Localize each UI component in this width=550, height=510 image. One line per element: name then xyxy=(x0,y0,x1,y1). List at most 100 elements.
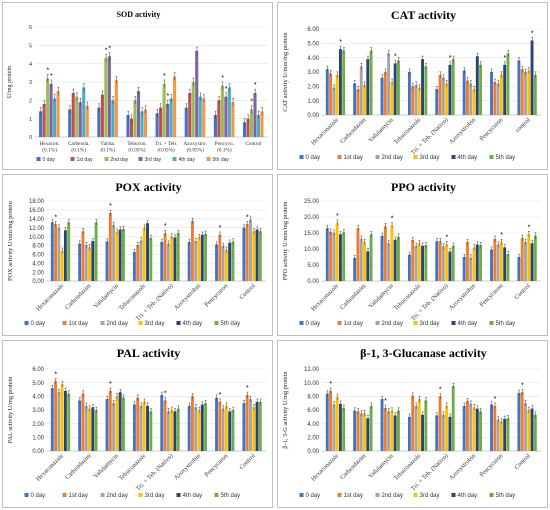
y-tick-label: 8.00 xyxy=(32,244,44,250)
significance-star: * xyxy=(50,73,53,80)
legend-label: 3rd day xyxy=(145,493,165,499)
bar xyxy=(195,50,199,138)
bar xyxy=(191,82,195,137)
bar xyxy=(198,96,202,137)
bar xyxy=(136,91,141,137)
bar xyxy=(50,388,54,451)
bar xyxy=(435,415,439,451)
x-tick-label: Control xyxy=(513,452,532,471)
significance-star: * xyxy=(384,398,387,405)
bar xyxy=(194,241,198,281)
bar xyxy=(533,235,537,281)
x-tick-label: Hexaconazole xyxy=(310,116,340,146)
x-tick-label: Tebuconazole xyxy=(393,282,423,312)
x-tick-label: Azoxystrobin xyxy=(173,452,203,482)
bar xyxy=(417,399,421,451)
x-tick-label: Azoxystro. (0.05%) xyxy=(183,141,206,154)
bar xyxy=(462,70,466,115)
bar xyxy=(84,245,88,281)
bar xyxy=(139,405,143,451)
bar xyxy=(462,405,466,451)
significance-star: * xyxy=(339,39,342,46)
bar xyxy=(81,393,85,451)
bar xyxy=(451,386,455,451)
x-tick-label: Tebucon. (0.05%) xyxy=(127,141,147,154)
x-tick-line: (0.05%) xyxy=(128,147,145,154)
significance-star: * xyxy=(246,385,249,392)
chart-panel: β-1, 3-Glucanase activity β-1, 3-G activi… xyxy=(277,340,548,508)
bar xyxy=(78,243,82,281)
bar xyxy=(215,397,218,451)
significance-star: * xyxy=(336,213,339,220)
bar xyxy=(448,64,452,115)
significance-star: * xyxy=(503,55,506,62)
bar xyxy=(142,401,146,451)
x-tick-label: control xyxy=(514,116,532,134)
bar xyxy=(524,72,527,115)
bar xyxy=(173,76,177,137)
y-tick-label: 25.00 xyxy=(304,199,320,205)
bar xyxy=(39,111,43,137)
bar xyxy=(479,64,483,115)
significance-star: * xyxy=(166,93,169,100)
significance-star: * xyxy=(54,214,57,221)
bar xyxy=(57,392,61,451)
legend-swatch xyxy=(214,321,219,325)
bar xyxy=(252,407,256,451)
bar xyxy=(338,403,342,451)
bar xyxy=(462,257,466,281)
bar xyxy=(221,408,225,451)
bar xyxy=(530,243,534,281)
x-tick-line: (0.05%) xyxy=(187,147,204,154)
bar xyxy=(383,407,387,451)
bar xyxy=(527,70,531,115)
bar xyxy=(114,80,118,137)
legend-label: 0 day xyxy=(43,157,56,163)
bar xyxy=(530,40,534,115)
bar xyxy=(126,115,130,137)
x-tick-label: Pencycuron xyxy=(478,452,505,479)
bar xyxy=(100,94,104,137)
bar xyxy=(506,254,510,281)
x-tick-label: Hexaconazole xyxy=(35,282,65,312)
bar xyxy=(490,404,493,451)
bar xyxy=(218,234,222,281)
bar xyxy=(490,72,493,115)
bar xyxy=(111,100,115,137)
bar xyxy=(53,98,57,137)
x-tick-label: Pencycuron xyxy=(203,282,230,309)
chart-svg: POX activity POX activity U/min/mg protei… xyxy=(7,180,266,327)
y-tick-label: 15.00 xyxy=(304,231,320,237)
bar xyxy=(253,93,257,137)
significance-star: * xyxy=(109,381,112,388)
legend-label: 1st day xyxy=(344,493,363,499)
legend-label: 4th day xyxy=(183,321,203,327)
bar xyxy=(524,403,527,451)
bar xyxy=(249,399,252,451)
bar xyxy=(149,237,153,281)
legend-swatch xyxy=(413,493,418,497)
legend-swatch xyxy=(489,493,494,497)
y-tick-label: 3.00 xyxy=(307,70,319,76)
bar xyxy=(194,407,198,451)
x-tick-line: Tebucon. xyxy=(127,141,147,147)
bar xyxy=(176,408,180,451)
legend-swatch xyxy=(138,321,143,325)
bar xyxy=(380,399,384,451)
significance-star: * xyxy=(219,392,222,399)
bar xyxy=(187,405,191,451)
bar xyxy=(204,233,208,281)
bar xyxy=(503,247,507,281)
bar xyxy=(82,87,86,137)
y-tick-label: 4 xyxy=(29,62,32,68)
bar xyxy=(249,109,254,137)
bar xyxy=(380,235,384,281)
bar xyxy=(200,404,204,451)
legend-swatch xyxy=(375,493,380,497)
x-tick-label: Pencycuron xyxy=(478,282,505,309)
bar xyxy=(184,107,188,137)
bar xyxy=(170,236,174,281)
bar xyxy=(338,234,342,281)
bar xyxy=(166,243,170,281)
bar xyxy=(356,411,360,451)
